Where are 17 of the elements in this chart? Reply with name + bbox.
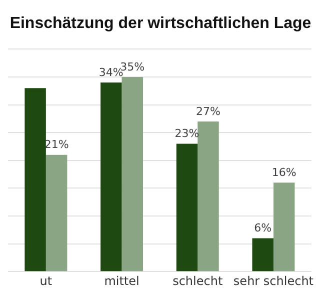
x-tick-label: ut xyxy=(40,274,52,288)
bar xyxy=(252,238,274,272)
chart-title: Einschätzung der wirtschaftlichen Lage xyxy=(10,15,312,32)
bar xyxy=(100,82,122,272)
x-tick-label: sehr schlecht xyxy=(233,274,314,288)
bar xyxy=(176,144,198,272)
bar xyxy=(24,88,46,272)
bar xyxy=(273,182,295,272)
x-tick-label: schlecht xyxy=(172,274,223,288)
bar xyxy=(122,77,144,272)
data-label: 16% xyxy=(272,166,296,179)
data-label: 34% xyxy=(98,66,124,79)
bar xyxy=(46,154,68,272)
x-tick-label: mittel xyxy=(104,274,140,288)
bar xyxy=(198,121,219,272)
data-label: 6% xyxy=(254,222,272,235)
data-label: 27% xyxy=(196,104,220,118)
